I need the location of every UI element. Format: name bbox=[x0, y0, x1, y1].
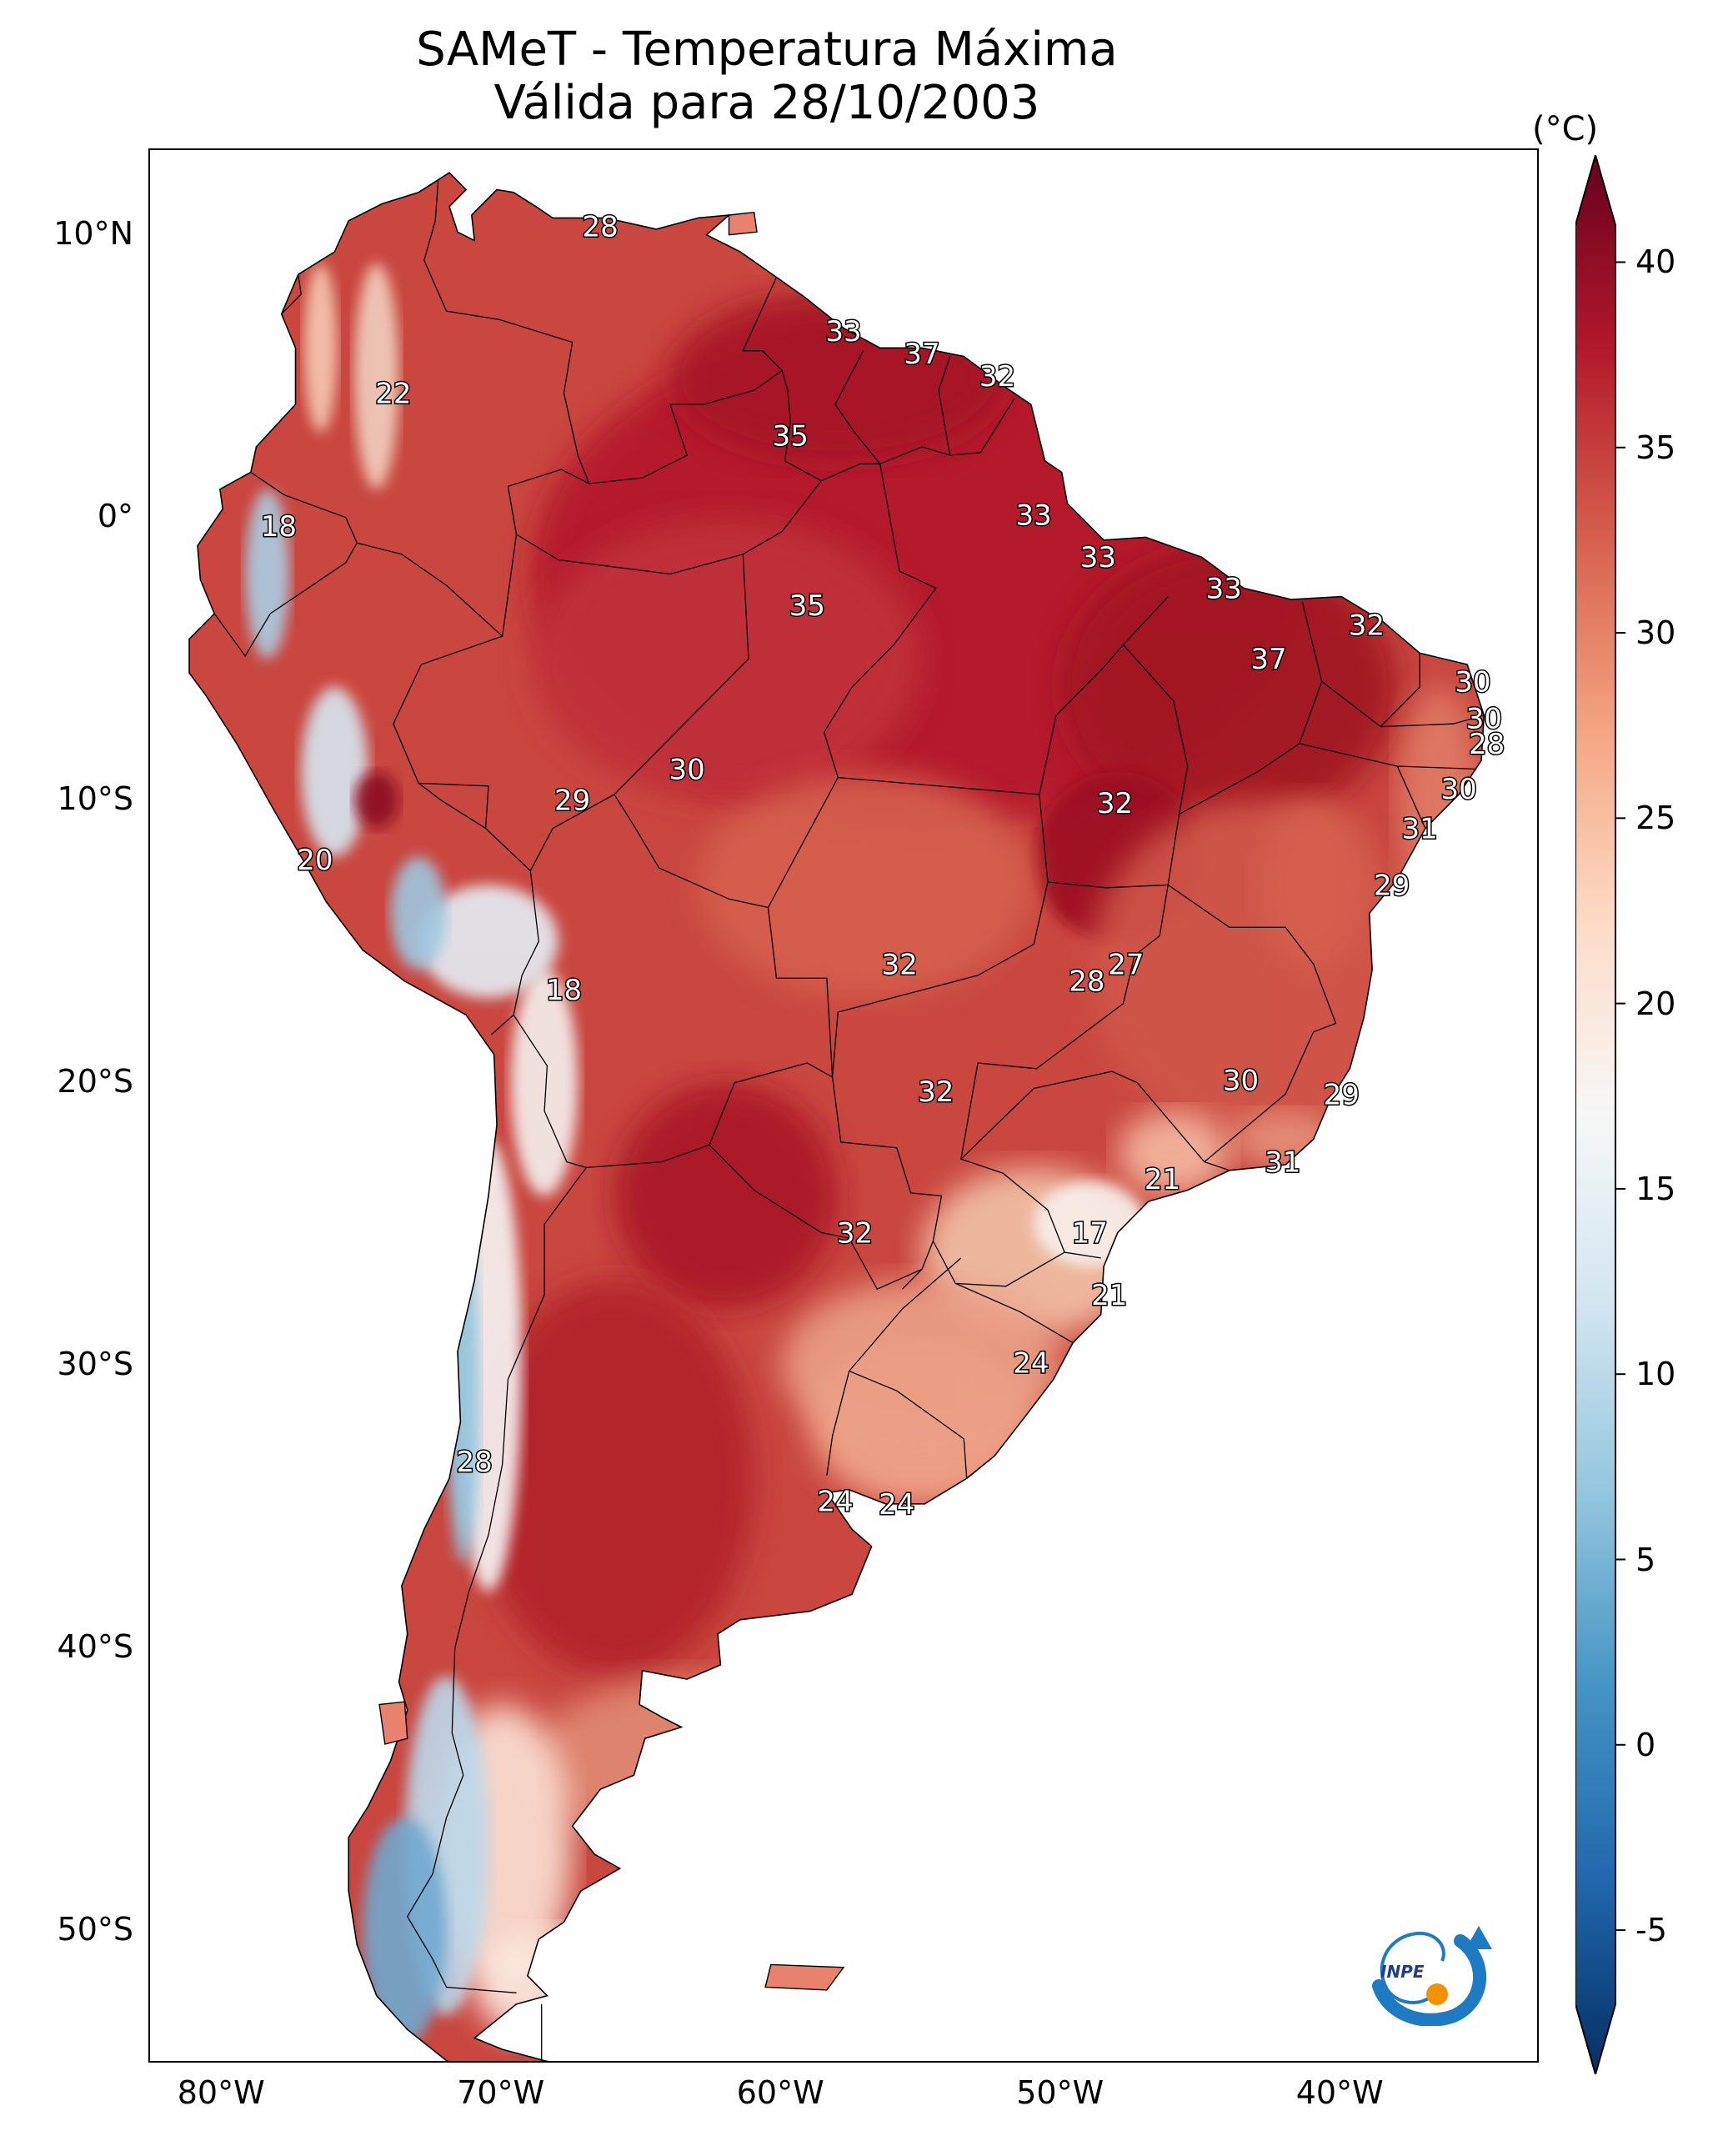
temperature-label: 32 bbox=[882, 948, 918, 981]
map-area: 28 33 37 32 22 35 33 18 33 33 35 32 37 30 30 28 30 30 29 32… bbox=[148, 148, 1539, 2063]
temperature-label: 22 bbox=[375, 378, 411, 411]
colorbar-tick-label: 5 bbox=[1635, 1541, 1656, 1578]
temperature-label: 24 bbox=[817, 1485, 853, 1518]
inpe-logo: INPE bbox=[1372, 1926, 1492, 2026]
temperature-label: 32 bbox=[979, 360, 1015, 394]
temperature-label: 37 bbox=[904, 338, 939, 371]
latitude-label: 30°S bbox=[57, 1345, 133, 1382]
temperature-label: 33 bbox=[1080, 541, 1116, 574]
temperature-label: 35 bbox=[789, 589, 825, 623]
temperature-label: 21 bbox=[1144, 1163, 1180, 1196]
temperature-label: 30 bbox=[1455, 665, 1490, 699]
colorbar bbox=[1575, 155, 1625, 2074]
longitude-label: 80°W bbox=[177, 2074, 265, 2111]
temperature-label: 32 bbox=[1349, 609, 1385, 643]
temperature-label: 30 bbox=[1223, 1064, 1259, 1097]
colorbar-tick-label: 40 bbox=[1635, 243, 1676, 281]
temperature-label: 27 bbox=[1108, 948, 1144, 981]
colorbar-tick-label: 15 bbox=[1635, 1170, 1676, 1207]
latitude-label: 0° bbox=[97, 497, 133, 534]
latitude-label: 10°N bbox=[53, 214, 133, 252]
temperature-label: 30 bbox=[1441, 773, 1477, 806]
longitude-label: 50°W bbox=[1016, 2074, 1104, 2111]
colorbar-tick-label: 30 bbox=[1635, 614, 1676, 652]
map-title: SAMeT - Temperatura Máxima bbox=[416, 23, 1118, 77]
temperature-label: 35 bbox=[773, 419, 809, 453]
temperature-label: 28 bbox=[1469, 728, 1505, 761]
temperature-label: 18 bbox=[261, 510, 297, 544]
temperature-label: 33 bbox=[825, 315, 861, 348]
map-subtitle: Válida para 28/10/2003 bbox=[493, 76, 1040, 130]
temperature-label: 30 bbox=[1466, 702, 1502, 735]
temperature-label: 28 bbox=[1069, 965, 1104, 999]
temperature-label: 29 bbox=[1374, 869, 1410, 902]
temperature-label: 32 bbox=[918, 1075, 954, 1109]
latitude-label: 40°S bbox=[57, 1627, 133, 1665]
temperature-label: 24 bbox=[1013, 1346, 1049, 1380]
temperature-label: 24 bbox=[879, 1488, 914, 1522]
temperature-label: 17 bbox=[1072, 1216, 1108, 1250]
temperature-label: 29 bbox=[554, 785, 590, 818]
latitude-label: 10°S bbox=[57, 780, 133, 817]
temperature-label: 32 bbox=[837, 1216, 873, 1250]
political-borders bbox=[213, 181, 1485, 2061]
temperature-label: 33 bbox=[1016, 499, 1052, 532]
latitude-label: 50°S bbox=[57, 1910, 133, 1948]
svg-text:INPE: INPE bbox=[1380, 1962, 1425, 1982]
temperature-label: 21 bbox=[1091, 1279, 1127, 1312]
longitude-label: 40°W bbox=[1295, 2074, 1384, 2111]
colorbar-tick-label: -5 bbox=[1635, 1912, 1667, 1949]
colorbar-unit: (°C) bbox=[1532, 110, 1599, 148]
colorbar-tick-label: 35 bbox=[1635, 429, 1676, 466]
longitude-label: 60°W bbox=[736, 2074, 824, 2111]
temperature-label: 33 bbox=[1206, 572, 1242, 605]
colorbar-tick-label: 0 bbox=[1635, 1726, 1656, 1763]
temperature-label: 30 bbox=[669, 753, 705, 786]
temperature-label: 31 bbox=[1265, 1146, 1300, 1180]
colorbar-tick-label: 20 bbox=[1635, 985, 1676, 1022]
temperature-label: 37 bbox=[1250, 643, 1286, 676]
colorbar-tick-label: 25 bbox=[1635, 800, 1676, 837]
temperature-label: 20 bbox=[297, 844, 333, 877]
temperature-label: 29 bbox=[1324, 1078, 1360, 1111]
temperature-label: 31 bbox=[1402, 813, 1438, 846]
temperature-label: 18 bbox=[546, 974, 582, 1007]
temperature-label: 32 bbox=[1097, 787, 1133, 820]
temperature-label: 28 bbox=[583, 211, 619, 244]
longitude-label: 70°W bbox=[457, 2074, 545, 2111]
colorbar-tick-label: 10 bbox=[1635, 1356, 1676, 1393]
temperature-label: 28 bbox=[457, 1446, 493, 1479]
latitude-label: 20°S bbox=[57, 1062, 133, 1100]
